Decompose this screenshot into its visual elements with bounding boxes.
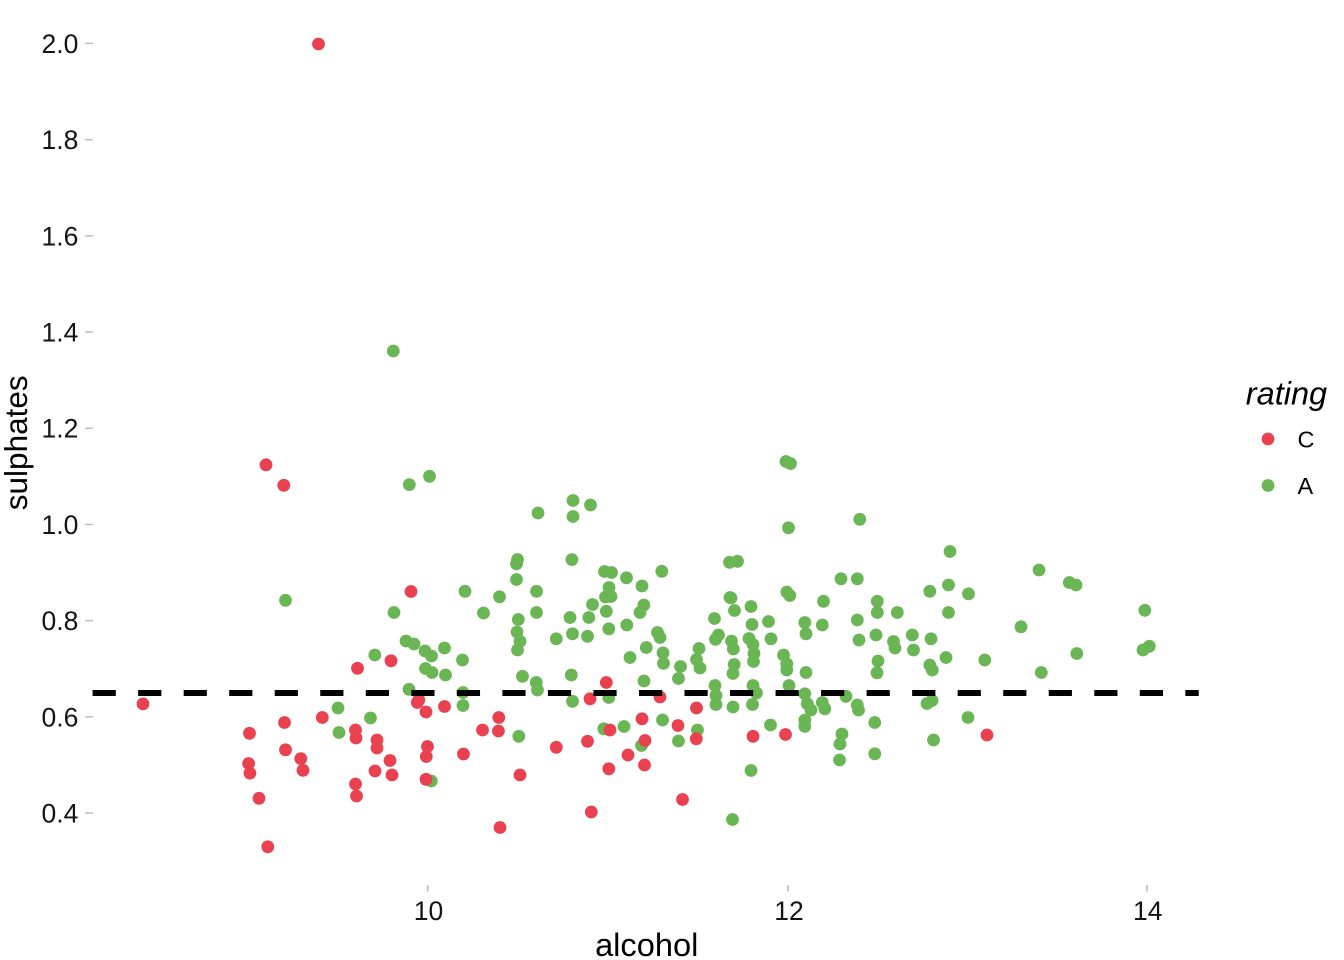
svg-text:1.4: 1.4 <box>42 318 79 348</box>
svg-text:1.6: 1.6 <box>42 221 79 251</box>
svg-text:0.8: 0.8 <box>42 606 79 636</box>
svg-text:0.6: 0.6 <box>42 702 79 732</box>
svg-text:C: C <box>1298 427 1315 453</box>
svg-text:12: 12 <box>774 896 803 926</box>
svg-text:1.2: 1.2 <box>42 414 79 444</box>
svg-text:rating: rating <box>1246 376 1327 412</box>
svg-text:alcohol: alcohol <box>595 926 698 960</box>
svg-text:0.4: 0.4 <box>42 799 79 829</box>
svg-text:2.0: 2.0 <box>42 29 79 59</box>
svg-text:sulphates: sulphates <box>0 375 34 510</box>
svg-text:14: 14 <box>1133 896 1162 926</box>
svg-text:1.0: 1.0 <box>42 510 79 540</box>
svg-text:10: 10 <box>414 896 443 926</box>
svg-text:1.8: 1.8 <box>42 125 79 155</box>
svg-text:A: A <box>1298 473 1314 499</box>
